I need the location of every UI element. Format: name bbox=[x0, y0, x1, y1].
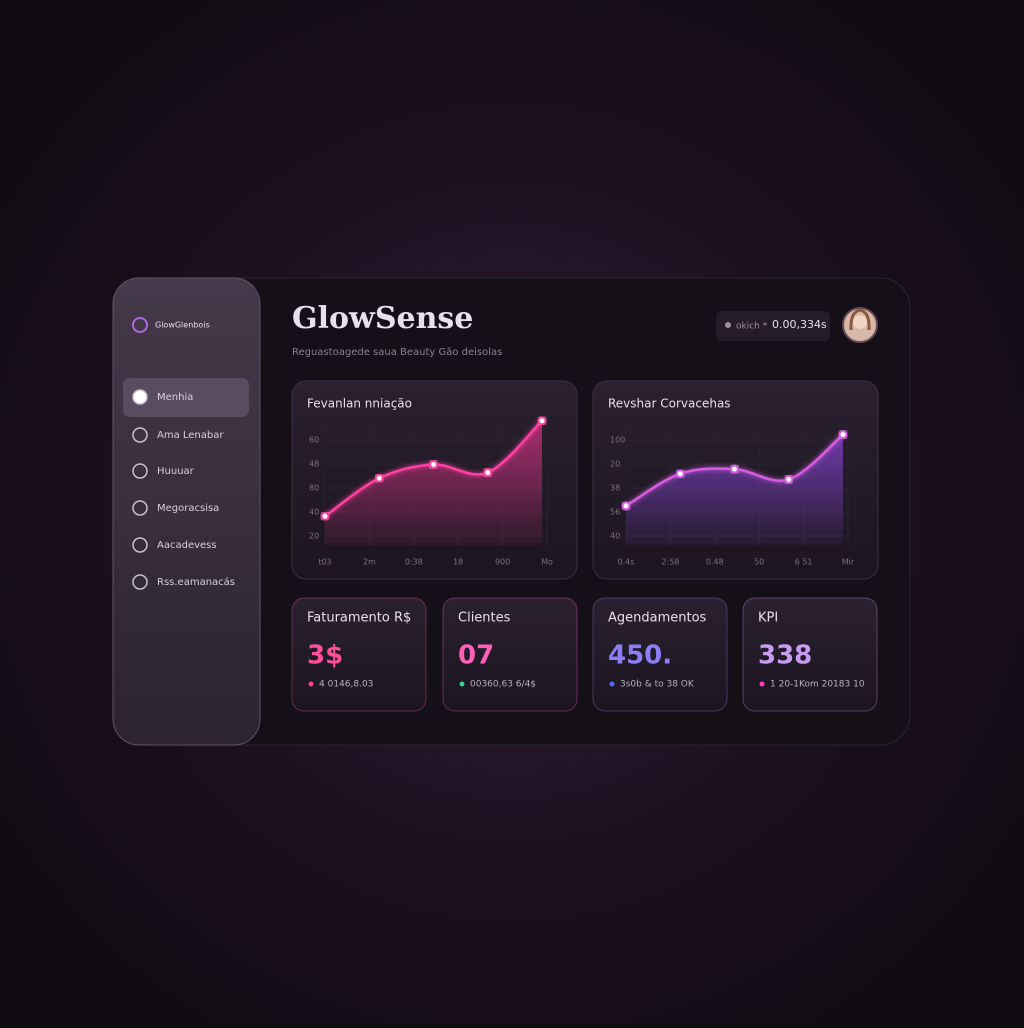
y-tick-label: 56 bbox=[610, 508, 620, 517]
subtitle: Reguastoagede saua Beauty Gão deisolas bbox=[292, 347, 502, 358]
y-tick-label: 40 bbox=[309, 508, 319, 517]
x-tick-label: 2:58 bbox=[661, 558, 679, 567]
chart-title: Revshar Corvacehas bbox=[608, 397, 731, 411]
search-value: 0.00,334s bbox=[772, 318, 827, 331]
avatar-hair bbox=[849, 308, 871, 331]
title: GlowSense bbox=[292, 301, 473, 336]
search-label: okich * bbox=[736, 322, 768, 332]
kpi-detail: 00360,63 6/4$ bbox=[470, 680, 536, 690]
kpi-value: 450. bbox=[608, 641, 672, 671]
kpi-dot bbox=[308, 681, 314, 687]
y-tick-label: 48 bbox=[309, 460, 319, 469]
y-tick-label: 20 bbox=[309, 532, 319, 541]
kpi-title: Faturamento R$ bbox=[307, 611, 411, 626]
x-tick-label: 0:38 bbox=[405, 558, 423, 567]
x-tick-label: Mo bbox=[541, 558, 553, 567]
point bbox=[320, 511, 330, 521]
x-tick-label: 6 51 bbox=[795, 558, 813, 567]
nav-icon bbox=[132, 389, 148, 405]
nav-icon bbox=[132, 463, 148, 479]
nav-item[interactable]: Ama Lenabar bbox=[157, 430, 224, 441]
point bbox=[730, 464, 739, 474]
kpi-title: Agendamentos bbox=[608, 611, 707, 626]
point bbox=[537, 416, 547, 426]
point bbox=[784, 474, 794, 484]
x-tick-label: 900 bbox=[495, 558, 510, 567]
nav-icon bbox=[132, 574, 148, 590]
brand: GlowGlenbois bbox=[155, 321, 210, 330]
x-tick-label: Mir bbox=[842, 558, 855, 567]
kpi-value: 338 bbox=[758, 641, 812, 671]
kpi-detail: 3s0b & to 38 OK bbox=[620, 680, 695, 690]
x-tick-label: 0.48 bbox=[706, 558, 724, 567]
nav-item[interactable]: Huuuar bbox=[157, 466, 195, 477]
search-box[interactable] bbox=[716, 311, 830, 341]
x-tick-label: 0.4s bbox=[618, 558, 635, 567]
y-tick-label: 80 bbox=[309, 484, 319, 493]
nav-item[interactable]: Menhia bbox=[157, 392, 193, 403]
x-tick-label: 18 bbox=[453, 558, 463, 567]
kpi-title: KPI bbox=[758, 611, 778, 626]
kpi-value: 3$ bbox=[307, 641, 343, 671]
nav-icon bbox=[132, 537, 148, 553]
nav-icon bbox=[132, 427, 148, 443]
search-icon bbox=[725, 322, 731, 328]
avatar-face bbox=[853, 315, 867, 329]
x-tick-label: t03 bbox=[318, 558, 331, 567]
kpi-dot bbox=[609, 681, 615, 687]
point bbox=[374, 473, 384, 483]
nav-item[interactable]: Rss.eamanacás bbox=[157, 576, 235, 588]
nav-item[interactable]: Megoracsisa bbox=[157, 503, 219, 514]
y-tick-label: 40 bbox=[610, 532, 620, 541]
point bbox=[675, 469, 685, 479]
nav-item[interactable]: Aacadevess bbox=[157, 540, 217, 551]
point bbox=[429, 460, 438, 469]
point bbox=[838, 430, 848, 440]
y-tick-label: 38 bbox=[610, 484, 620, 493]
point bbox=[621, 501, 631, 511]
chart-title: Fevanlan nniação bbox=[307, 397, 412, 411]
kpi-value: 07 bbox=[458, 641, 494, 671]
brand-icon bbox=[132, 317, 148, 333]
x-tick-label: 2m bbox=[363, 558, 376, 567]
kpi-title: Clientes bbox=[458, 611, 511, 626]
kpi-dot bbox=[459, 681, 465, 687]
kpi-detail: 4 0146,8.03 bbox=[319, 680, 373, 690]
kpi-dot bbox=[759, 681, 765, 687]
nav-icon bbox=[132, 500, 148, 516]
point bbox=[483, 468, 493, 478]
x-tick-label: 50 bbox=[754, 558, 764, 567]
area bbox=[325, 420, 542, 545]
area bbox=[626, 434, 843, 545]
y-tick-label: 20 bbox=[610, 460, 620, 469]
kpi-detail: 1 20-1Kom 20183 10 bbox=[770, 680, 865, 690]
y-tick-label: 60 bbox=[309, 436, 319, 445]
y-tick-label: 100 bbox=[610, 436, 625, 445]
nav-active[interactable] bbox=[123, 378, 249, 417]
